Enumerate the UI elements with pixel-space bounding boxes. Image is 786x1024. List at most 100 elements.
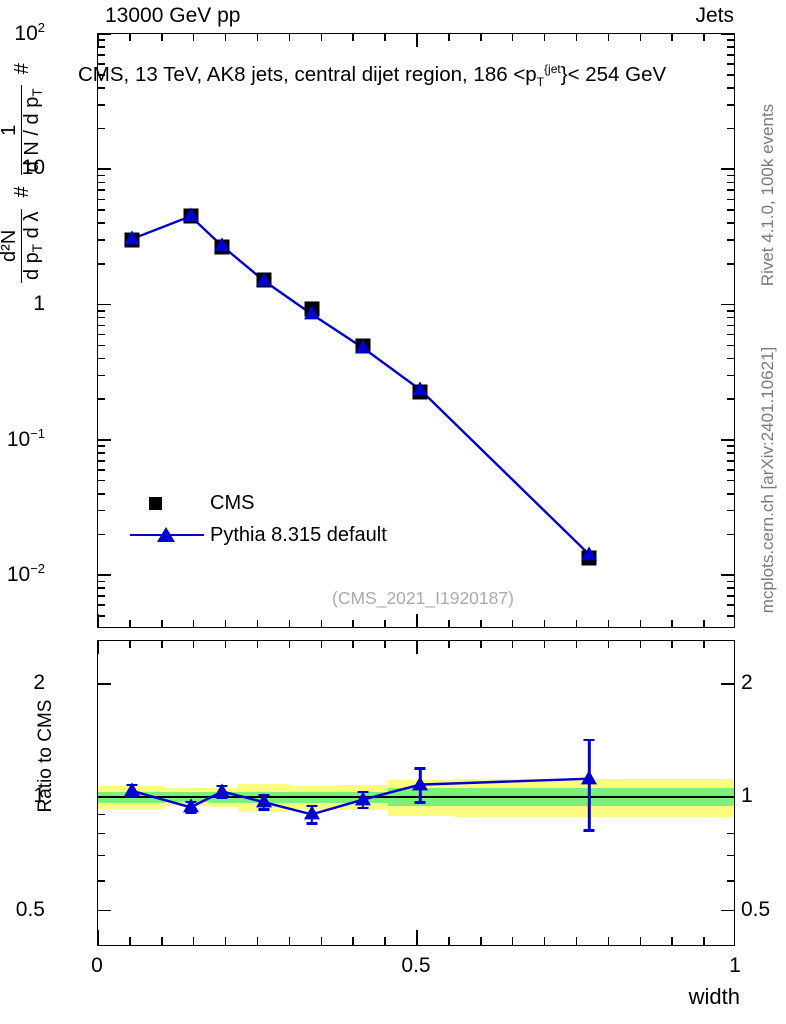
ratio-error-cap bbox=[126, 795, 138, 799]
y-axis-ticklabel: 10−2 bbox=[6, 561, 45, 587]
ratio-y-tick bbox=[721, 909, 734, 912]
ratio-x-tick bbox=[288, 937, 291, 945]
pythia-data-point bbox=[182, 207, 199, 222]
ratio-y-ticklabel: 1 bbox=[33, 784, 45, 808]
y-tick bbox=[98, 357, 105, 360]
y-tick bbox=[98, 239, 105, 241]
y-tick bbox=[98, 580, 105, 583]
ratio-x-tick bbox=[161, 641, 163, 648]
legend: CMS Pythia 8.315 default bbox=[130, 487, 387, 551]
y-tick bbox=[98, 263, 105, 265]
x-tick bbox=[511, 620, 514, 627]
ratio-y-tick bbox=[721, 683, 734, 685]
y-tick bbox=[98, 492, 105, 495]
analysis-category-label: Jets bbox=[695, 4, 734, 27]
x-tick bbox=[224, 620, 227, 627]
y-axis-ticklabel: 1 bbox=[33, 291, 45, 315]
x-tick bbox=[224, 34, 227, 41]
ratio-reference-line bbox=[98, 796, 734, 799]
x-tick bbox=[98, 614, 99, 627]
x-axis-ticklabel: 0 bbox=[91, 954, 103, 977]
ratio-x-tick bbox=[607, 937, 610, 945]
y-tick bbox=[98, 479, 105, 482]
y-tick bbox=[98, 303, 111, 306]
y-tick bbox=[98, 127, 105, 130]
x-tick bbox=[129, 34, 131, 41]
x-axis-ticklabel: 1 bbox=[729, 954, 741, 977]
ratio-x-tick bbox=[416, 930, 418, 945]
x-tick bbox=[416, 614, 418, 627]
y-tick bbox=[727, 469, 734, 471]
x-tick bbox=[543, 34, 546, 41]
y-tick bbox=[98, 374, 105, 377]
ratio-data-point bbox=[182, 798, 199, 813]
ratio-data-point bbox=[354, 790, 371, 805]
y-tick bbox=[727, 533, 734, 536]
ratio-error-cap bbox=[306, 822, 318, 825]
ratio-data-point bbox=[255, 793, 272, 808]
x-axis-title: width bbox=[688, 984, 740, 1009]
ratio-y-ticklabel: 0.5 bbox=[15, 897, 45, 921]
ratio-x-tick bbox=[575, 641, 578, 648]
ratio-x-tick bbox=[98, 930, 99, 945]
y-tick bbox=[98, 309, 105, 312]
x-tick bbox=[192, 620, 195, 627]
y-tick bbox=[727, 460, 734, 462]
x-tick bbox=[480, 34, 482, 41]
x-tick bbox=[161, 34, 163, 41]
ratio-x-tick bbox=[511, 937, 514, 945]
ratio-x-tick bbox=[98, 641, 99, 654]
x-tick bbox=[288, 620, 291, 627]
y-tick bbox=[98, 168, 111, 171]
ratio-x-tick bbox=[352, 937, 354, 945]
ratio-x-tick bbox=[161, 937, 163, 945]
ratio-y-tick bbox=[98, 879, 105, 882]
y-tick bbox=[98, 87, 105, 89]
ratio-data-point bbox=[214, 782, 231, 797]
ratio-plot-area bbox=[98, 641, 734, 945]
x-tick bbox=[639, 34, 642, 41]
y-tick bbox=[727, 73, 734, 76]
ratio-plot-panel bbox=[97, 640, 735, 946]
legend-label-cms: CMS bbox=[210, 491, 255, 514]
x-tick bbox=[98, 34, 99, 47]
pythia-data-point bbox=[123, 230, 140, 245]
x-tick bbox=[384, 620, 386, 627]
ratio-x-tick bbox=[416, 641, 418, 654]
ratio-x-tick bbox=[320, 641, 323, 648]
y-tick bbox=[727, 174, 734, 177]
y-tick bbox=[98, 63, 105, 65]
legend-item-pythia[interactable]: Pythia 8.315 default bbox=[130, 519, 387, 551]
x-tick bbox=[703, 620, 705, 627]
x-tick bbox=[575, 620, 578, 627]
ratio-x-tick bbox=[671, 937, 673, 945]
rivet-version-caption: Rivet 4.1.0, 100k events bbox=[758, 103, 777, 287]
ratio-y-tick bbox=[727, 854, 734, 857]
plot-title-subscript: T bbox=[536, 74, 545, 89]
y-tick bbox=[727, 587, 734, 590]
ratio-x-tick bbox=[480, 937, 482, 945]
y-tick bbox=[98, 509, 105, 512]
ratio-error-cap bbox=[414, 767, 426, 770]
x-tick bbox=[192, 34, 195, 41]
y-tick bbox=[721, 574, 734, 576]
y-tick bbox=[727, 333, 734, 336]
y-tick bbox=[98, 344, 105, 347]
ratio-x-tick bbox=[384, 641, 386, 648]
y-tick bbox=[98, 174, 105, 177]
y-tick bbox=[727, 604, 734, 606]
ratio-x-tick bbox=[671, 641, 673, 648]
y-tick bbox=[727, 398, 734, 400]
legend-item-cms[interactable]: CMS bbox=[130, 487, 387, 519]
y-tick bbox=[98, 333, 105, 336]
ratio-error-cap bbox=[216, 796, 228, 799]
x-tick bbox=[671, 34, 673, 41]
ratio-y-tick bbox=[727, 879, 734, 882]
ratio-error-cap bbox=[258, 808, 270, 811]
ratio-y-ticklabel-right: 2 bbox=[741, 670, 753, 694]
ratio-y-tick bbox=[98, 909, 111, 912]
y-tick bbox=[727, 87, 734, 89]
x-tick bbox=[671, 620, 673, 627]
y-tick bbox=[98, 460, 105, 462]
plot-title-prefix: CMS, 13 TeV, AK8 jets, central dijet reg… bbox=[78, 62, 537, 86]
